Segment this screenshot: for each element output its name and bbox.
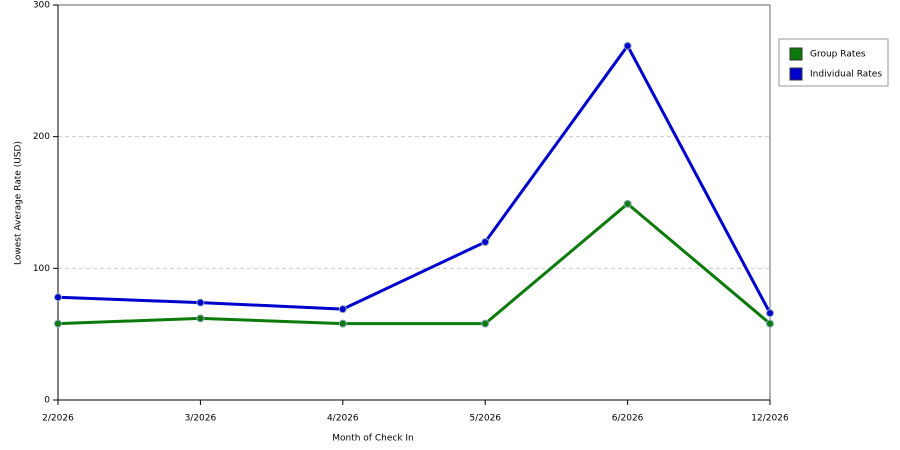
- y-axis-label: Lowest Average Rate (USD): [14, 141, 24, 265]
- x-axis-label: Month of Check In: [332, 434, 414, 444]
- data-point: [196, 298, 205, 307]
- x-tick-label: 12/2026: [751, 414, 789, 424]
- data-point: [623, 199, 632, 208]
- x-tick-label: 4/2026: [327, 414, 359, 424]
- data-point: [338, 319, 347, 328]
- data-point: [766, 309, 774, 318]
- data-point: [766, 319, 774, 328]
- data-point: [54, 293, 62, 302]
- data-point: [338, 305, 347, 314]
- y-tick-label: 200: [33, 132, 50, 142]
- data-point: [481, 319, 490, 328]
- x-tick-label: 2/2026: [42, 414, 74, 424]
- series-line: [57, 44, 772, 314]
- data-point: [623, 41, 632, 50]
- x-tick-label: 6/2026: [612, 414, 644, 424]
- y-tick-label: 0: [44, 396, 50, 406]
- legend-swatch: [789, 47, 803, 61]
- legend-label: Group Rates: [810, 50, 866, 60]
- legend-label: Individual Rates: [810, 70, 882, 80]
- series-line: [57, 202, 771, 326]
- data-point: [54, 319, 62, 328]
- y-tick-label: 100: [33, 264, 50, 274]
- x-tick-label: 3/2026: [185, 414, 217, 424]
- x-tick-label: 5/2026: [469, 414, 501, 424]
- legend-swatch: [789, 67, 803, 81]
- y-tick-label: 300: [33, 1, 50, 11]
- data-point: [196, 314, 205, 323]
- data-point: [481, 238, 490, 246]
